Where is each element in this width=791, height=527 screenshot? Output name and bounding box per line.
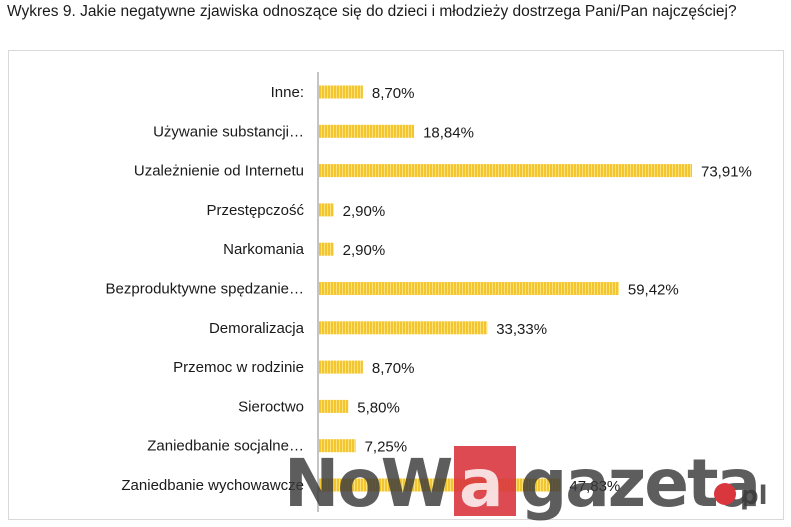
value-label: 2,90% bbox=[343, 242, 386, 259]
bar bbox=[319, 124, 415, 138]
watermark-accent-box bbox=[454, 446, 516, 516]
category-label: Bezproduktywne spędzanie… bbox=[106, 281, 304, 298]
value-label: 2,90% bbox=[343, 203, 386, 220]
category-label: Przemoc w rodzinie bbox=[173, 359, 304, 376]
value-label: 5,80% bbox=[357, 399, 400, 416]
value-label: 73,91% bbox=[701, 164, 752, 181]
value-label: 18,84% bbox=[423, 124, 474, 141]
watermark-dot bbox=[714, 483, 736, 505]
watermark-prefix: NoW bbox=[284, 445, 452, 522]
bar bbox=[319, 203, 334, 217]
category-label: Sieroctwo bbox=[238, 398, 304, 415]
value-label: 7,25% bbox=[365, 439, 408, 456]
watermark-logo: NoW a gazeta pl bbox=[284, 445, 768, 522]
bar bbox=[319, 242, 334, 256]
category-label: Przestępczość bbox=[206, 202, 304, 219]
watermark-accent: a bbox=[459, 445, 502, 522]
category-label: Narkomania bbox=[223, 241, 305, 258]
category-label: Zaniedbanie socjalne… bbox=[147, 438, 304, 455]
bar bbox=[319, 164, 692, 178]
bar bbox=[319, 321, 488, 335]
chart-caption: Wykres 9. Jakie negatywne zjawiska odnos… bbox=[7, 3, 737, 20]
bar bbox=[319, 399, 349, 413]
bar bbox=[319, 282, 619, 295]
value-label: 8,70% bbox=[372, 85, 415, 102]
bar bbox=[319, 85, 363, 99]
category-label: Inne: bbox=[271, 84, 304, 101]
category-label: Demoralizacja bbox=[209, 320, 305, 337]
category-label: Używanie substancji… bbox=[153, 123, 304, 140]
bar bbox=[319, 439, 356, 453]
value-label: 33,33% bbox=[496, 321, 547, 338]
watermark-tld: pl bbox=[740, 481, 768, 511]
value-label: 47,83% bbox=[569, 478, 620, 495]
bar bbox=[319, 360, 363, 374]
category-label: Uzależnienie od Internetu bbox=[134, 163, 304, 180]
value-label: 59,42% bbox=[628, 282, 679, 299]
chart-frame bbox=[8, 50, 784, 520]
category-label: Zaniedbanie wychowawcze bbox=[121, 477, 304, 494]
watermark-suffix: gazeta bbox=[520, 445, 759, 522]
value-label: 8,70% bbox=[372, 360, 415, 377]
